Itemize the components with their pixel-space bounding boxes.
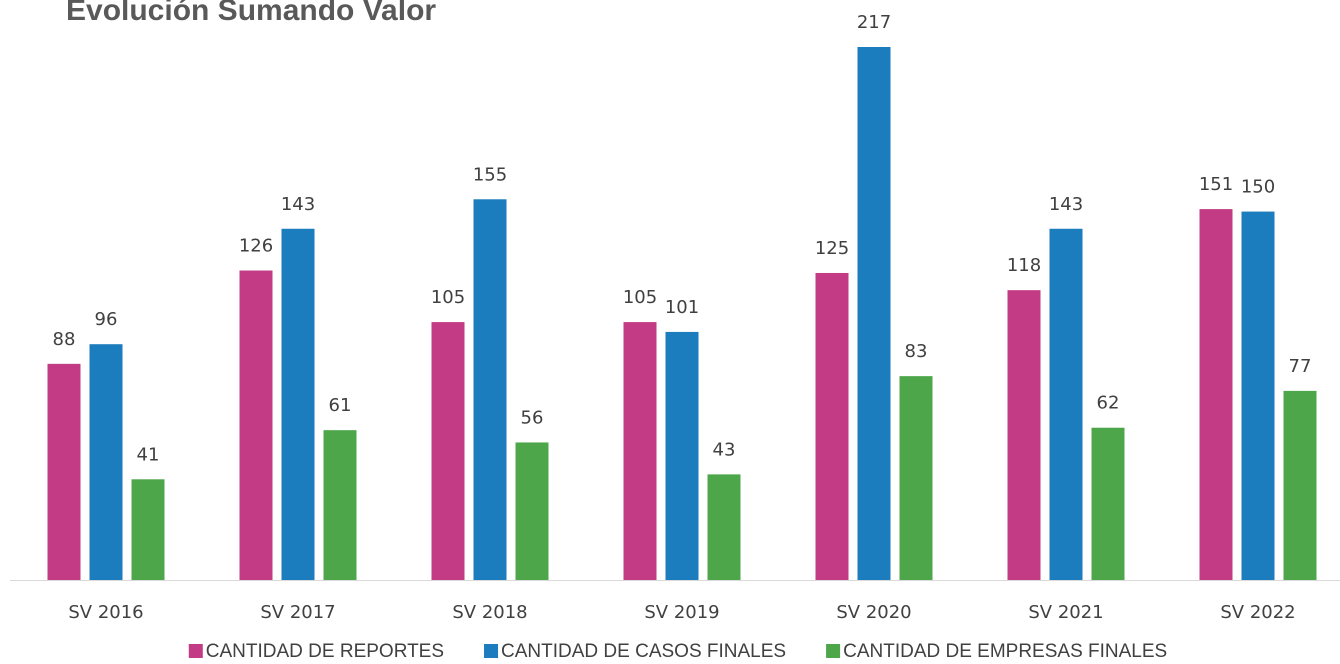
data-label: 105 [623,287,657,308]
bar [1049,228,1083,580]
data-label: 101 [665,297,699,318]
data-label: 143 [281,194,315,215]
bar [89,344,123,580]
data-label: 62 [1097,393,1120,414]
data-label: 126 [239,236,273,257]
x-tick-label: SV 2017 [260,602,335,623]
bar [239,270,273,580]
data-label: 150 [1241,177,1275,198]
data-label: 118 [1007,255,1041,276]
bar [815,272,849,580]
data-label: 77 [1289,356,1312,377]
data-label: 56 [521,407,544,428]
data-label: 41 [137,444,160,465]
legend-swatch [826,644,841,658]
bar [1091,427,1125,580]
legend-swatch [484,644,499,658]
bar [899,376,933,580]
chart-title: Evolución Sumando Valor [66,0,436,27]
bar [47,363,81,580]
data-label: 43 [713,439,736,460]
bar [473,199,507,581]
legend-swatch [188,644,203,658]
bar [1199,209,1233,580]
bar [1241,211,1275,580]
data-label: 217 [857,12,891,33]
legend-label: CANTIDAD DE EMPRESAS FINALES [843,641,1167,662]
bar [707,474,741,580]
data-label: 105 [431,287,465,308]
legend-label: CANTIDAD DE REPORTES [206,641,444,662]
bar [431,322,465,580]
x-tick-label: SV 2016 [68,602,143,623]
data-label: 151 [1199,174,1233,195]
bar [1283,390,1317,580]
data-label: 125 [815,238,849,259]
x-tick-label: SV 2018 [452,602,527,623]
data-label: 61 [329,395,352,416]
x-tick-label: SV 2019 [644,602,719,623]
bar [323,430,357,580]
legend-label: CANTIDAD DE CASOS FINALES [501,641,786,662]
x-tick-label: SV 2022 [1220,602,1295,623]
bar [281,228,315,580]
data-label: 155 [473,164,507,185]
data-label: 88 [53,329,76,350]
data-label: 83 [905,341,928,362]
bar [1007,290,1041,580]
bar [131,479,165,580]
x-tick-label: SV 2021 [1028,602,1103,623]
data-label: 96 [95,309,118,330]
bar [515,442,549,580]
data-label: 143 [1049,194,1083,215]
bar [623,322,657,580]
x-tick-label: SV 2020 [836,602,911,623]
bar [665,331,699,580]
bar [857,47,891,580]
